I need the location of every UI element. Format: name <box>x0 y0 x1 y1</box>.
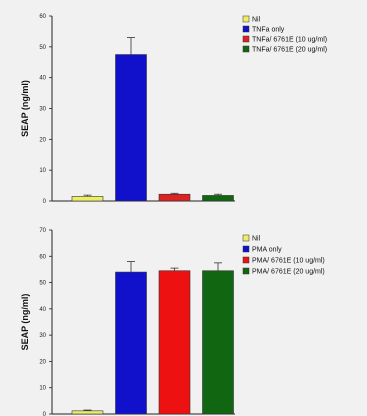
chart2-y-tick-label: 60 <box>39 254 46 260</box>
chart2-legend-swatch-3 <box>242 256 250 264</box>
chart2-y-tick-label: 20 <box>39 359 46 365</box>
chart2-legend-label-2: PMA only <box>252 247 282 254</box>
chart1-y-axis-label: SEAP (ng/ml) <box>20 80 30 137</box>
chart1-y-tick-label: 40 <box>39 76 46 82</box>
chart2-y-tick-label: 0 <box>43 412 47 416</box>
chart1-y-tick-label: 30 <box>39 107 46 113</box>
chart2-y-tick-label: 10 <box>39 386 46 392</box>
chart2-bar-1 <box>71 410 104 415</box>
chart2-legend-label-4: PMA/ 6761E (20 ug/ml) <box>252 269 325 276</box>
chart1-legend-label-3: TNFa/ 6761E (10 ug/ml) <box>252 37 327 44</box>
chart1-bar-4 <box>202 195 234 202</box>
chart1-legend-swatch-1 <box>242 15 250 23</box>
chart1-y-tick-label: 50 <box>39 45 46 51</box>
chart1-y-tick-label: 20 <box>39 137 46 143</box>
chart1-legend-swatch-2 <box>242 25 250 33</box>
chart2-bar-4 <box>202 270 234 415</box>
chart2-y-tick-label: 30 <box>39 333 46 339</box>
chart2-y-tick-label: 70 <box>39 228 46 234</box>
chart1-bar-2 <box>115 54 147 202</box>
chart2-legend-label-1: Nil <box>252 236 261 243</box>
chart2-legend-swatch-4 <box>242 267 250 275</box>
chart2-y-axis-label: SEAP (ng/ml) <box>20 294 30 351</box>
chart2-bar-3 <box>158 270 191 415</box>
chart1-legend-label-2: TNFa only <box>252 27 285 34</box>
chart1-legend-swatch-3 <box>242 35 250 43</box>
chart1-bar-1 <box>71 196 104 202</box>
chart2-legend-label-3: PMA/ 6761E (10 ug/ml) <box>252 258 325 265</box>
chart2-bar-2 <box>115 271 147 415</box>
chart1-bar-3 <box>158 193 191 202</box>
chart1-y-tick-label: 0 <box>43 199 47 205</box>
chart1-legend-label-1: Nil <box>252 17 261 24</box>
chart1-y-tick-label: 60 <box>39 14 46 20</box>
chart2-legend-swatch-2 <box>242 245 250 253</box>
chart2-legend-swatch-1 <box>242 234 250 242</box>
chart1-legend-label-4: TNFa/ 6761E (20 ug/ml) <box>252 47 327 54</box>
chart2-y-tick-label: 50 <box>39 281 46 287</box>
chart2-y-tick-label: 40 <box>39 307 46 313</box>
chart1-legend-swatch-4 <box>242 45 250 53</box>
chart1-y-tick-label: 10 <box>39 168 46 174</box>
